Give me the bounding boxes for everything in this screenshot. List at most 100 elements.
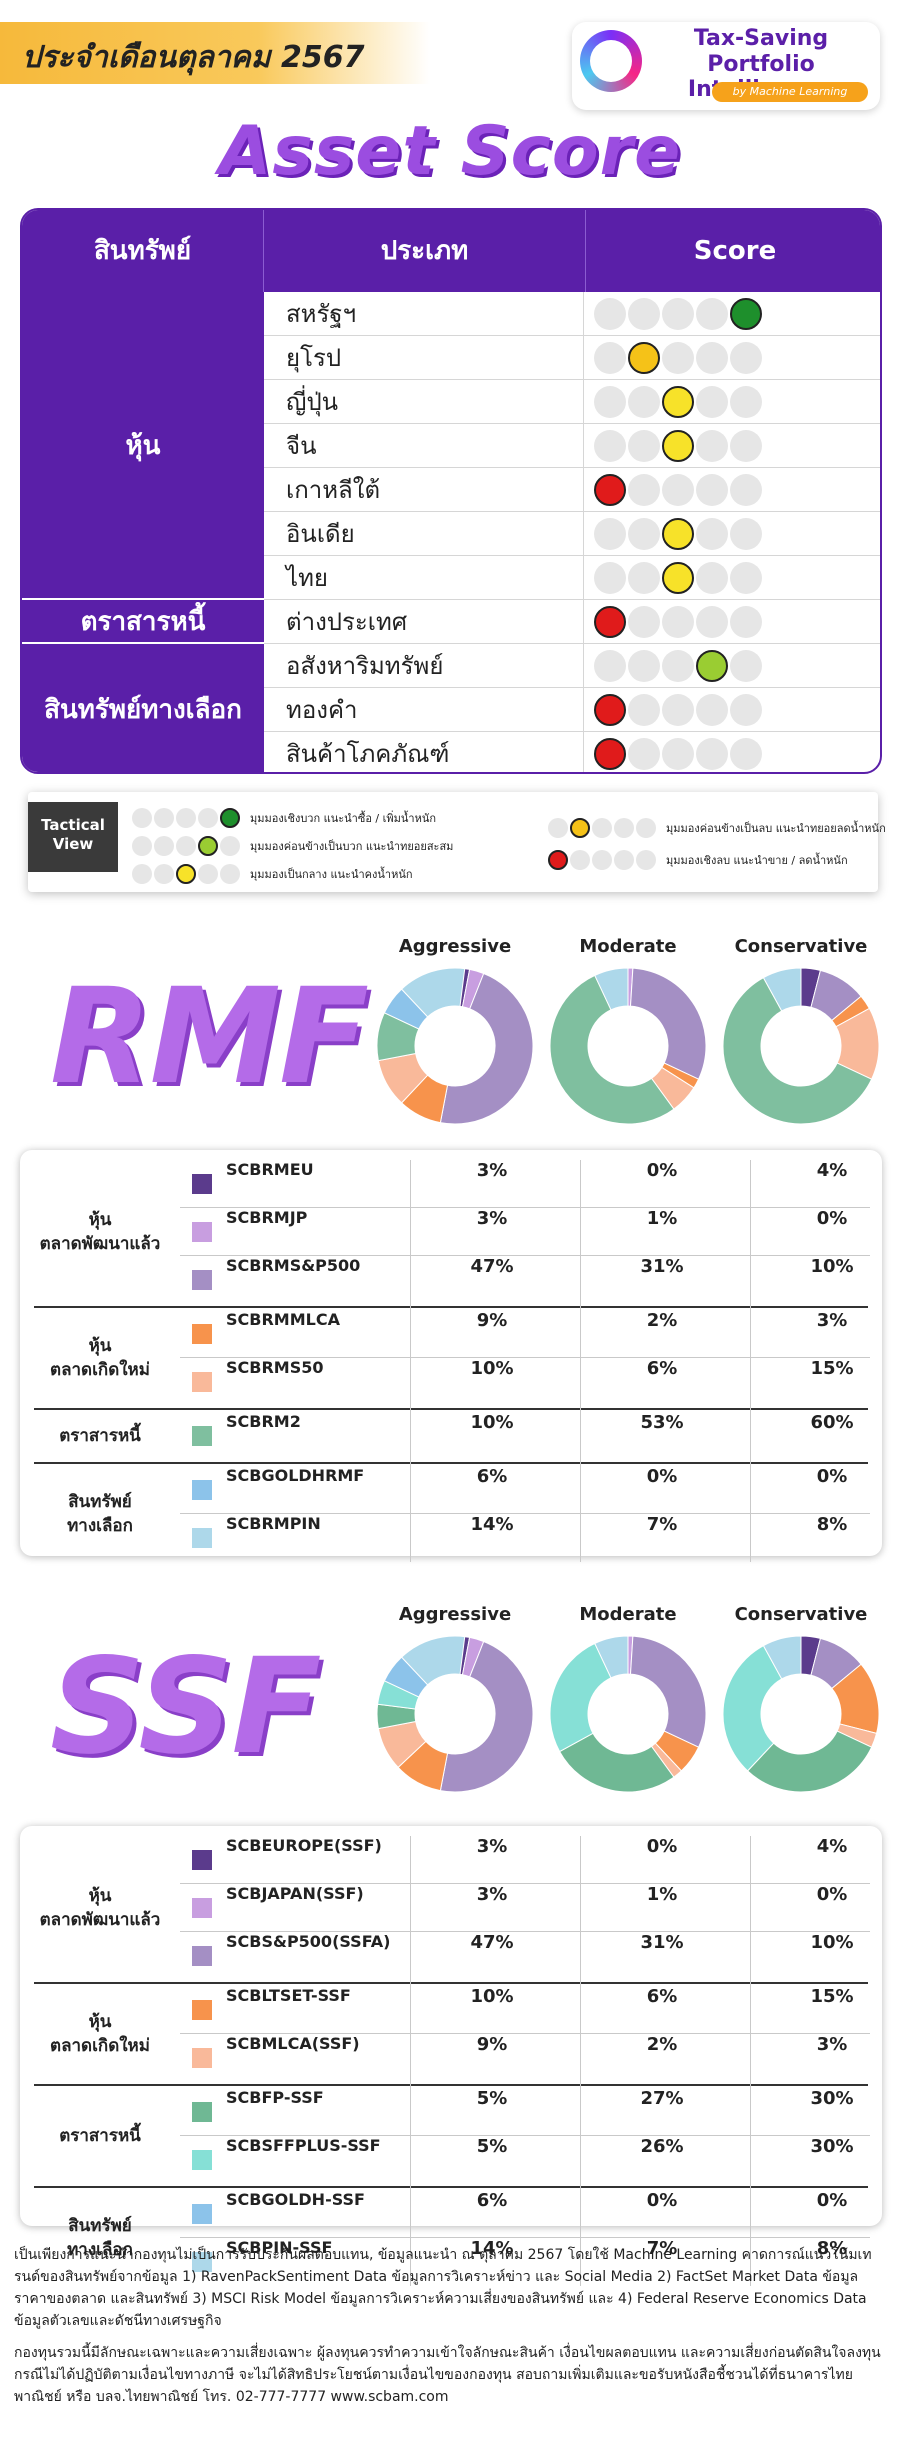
donut-slice-SCBRMPIN (594, 967, 629, 1011)
fund-name: SCBJAPAN(SSF) (226, 1884, 364, 1903)
fund-group-label: สินทรัพย์ ทางเลือก (67, 1492, 133, 1536)
alloc-conservative: 4% (816, 1836, 848, 1857)
column-divider (750, 1836, 751, 2286)
legend-dot (614, 850, 634, 870)
fund-group-label: หุ้น ตลาดเกิดใหม่ (50, 2012, 150, 2056)
legend-dot-active (570, 818, 590, 838)
alloc-aggressive: 9% (476, 2034, 508, 2055)
fund-name: SCBEUROPE(SSF) (226, 1836, 382, 1855)
score-dot (628, 694, 660, 726)
score-dot (628, 518, 660, 550)
score-dot (594, 342, 626, 374)
legend-dot (154, 808, 174, 828)
score-dot (662, 694, 694, 726)
fund-row: SCBRMS&P500 47% 31% 10% (180, 1256, 870, 1304)
score-dot (696, 430, 728, 462)
score-dot (594, 650, 626, 682)
alloc-aggressive: 14% (470, 2238, 514, 2259)
asset-row: สินค้าโภคภัณฑ์ (264, 732, 880, 772)
donut-slice-SCBSFFPLUS-SSF (549, 1642, 612, 1753)
score-dot (628, 650, 660, 682)
fund-color-swatch (192, 2204, 212, 2224)
ssf-donut-conservative (722, 1635, 880, 1793)
column-divider (580, 1160, 581, 1562)
donut-slice-SCBPIN-SSF (400, 1635, 466, 1686)
fund-row: SCBFP-SSF 5% 27% 30% (180, 2088, 870, 2136)
fund-color-swatch (192, 1480, 212, 1500)
legend-dot (198, 808, 218, 828)
asset-row: สหรัฐฯ (264, 292, 880, 336)
score-dots (594, 694, 762, 726)
score-dot (594, 386, 626, 418)
month-banner: ประจำเดือนตุลาคม 2567 (0, 22, 430, 84)
asset-type: อินเดีย (264, 512, 584, 556)
legend-dot (592, 818, 612, 838)
donut-slice-SCBPIN-SSF (762, 1635, 802, 1680)
alloc-conservative: 0% (816, 1208, 848, 1229)
row-divider (180, 2237, 870, 2238)
alloc-moderate: 27% (640, 2088, 684, 2109)
donut-slice-SCBRMS&P500 (629, 967, 707, 1080)
score-dots (594, 430, 762, 462)
score-dot (730, 474, 762, 506)
group-divider (34, 1462, 868, 1464)
score-dot (730, 694, 762, 726)
legend-dot (176, 808, 196, 828)
score-dot (696, 386, 728, 418)
asset-type: ต่างประเทศ (264, 600, 584, 644)
column-divider (580, 1836, 581, 2286)
score-dots (594, 518, 762, 550)
score-dot (628, 298, 660, 330)
legend-dot (220, 864, 240, 884)
score-dot-active (730, 298, 762, 330)
asset-type: สินค้าโภคภัณฑ์ (264, 732, 584, 772)
legend-dot (198, 864, 218, 884)
asset-row: ต่างประเทศ (264, 600, 880, 644)
ssf-donut-aggressive (376, 1635, 534, 1793)
alloc-aggressive: 3% (476, 1160, 508, 1181)
legend-text: มุมมองเชิงบวก แนะนำซื้อ / เพิ่มน้ำหนัก (250, 812, 437, 825)
legend-dot (636, 818, 656, 838)
legend-dot (132, 864, 152, 884)
asset-group-label: ตราสารหนี้ (22, 600, 264, 644)
alloc-aggressive: 3% (476, 1208, 508, 1229)
disclaimer-paragraph-1: เป็นเพียงการแนะนำกองทุนไม่เป็นการรับประก… (14, 2247, 872, 2329)
profile-aggressive: Aggressive (398, 936, 512, 957)
fund-color-swatch (192, 2000, 212, 2020)
legend-item: มุมมองเป็นกลาง แนะนำคงน้ำหนัก (132, 864, 413, 884)
asset-type: ทองคำ (264, 688, 584, 732)
score-dot (662, 738, 694, 770)
score-dot (628, 430, 660, 462)
asset-row: เกาหลีใต้ (264, 468, 880, 512)
fund-row: SCBPIN-SSF 14% 7% 8% (180, 2238, 870, 2286)
donut-slice-SCBRMS&P500 (439, 972, 534, 1125)
asset-row: ญี่ปุ่น (264, 380, 880, 424)
legend-text: มุมมองค่อนข้างเป็นบวก แนะนำทยอยสะสม (250, 840, 454, 853)
score-dot (696, 518, 728, 550)
fund-row: SCBRMEU 3% 0% 4% (180, 1160, 870, 1208)
row-divider (180, 1207, 870, 1208)
ssf-allocation-table: หุ้น ตลาดพัฒนาแล้ว SCBEUROPE(SSF) 3% 0% 4% SCB… (20, 1826, 882, 2286)
fund-name: SCBRMJP (226, 1208, 308, 1227)
legend-dot (636, 850, 656, 870)
alloc-conservative: 3% (816, 2034, 848, 2055)
rmf-label: RMF (50, 960, 369, 1114)
legend-text: มุมมองเป็นกลาง แนะนำคงน้ำหนัก (250, 868, 413, 881)
score-dot (662, 606, 694, 638)
fund-color-swatch (192, 1850, 212, 1870)
donut-slice-SCBRM2 (722, 976, 873, 1125)
alloc-conservative: 10% (810, 1256, 854, 1277)
score-dots (594, 474, 762, 506)
legend-dot (176, 836, 196, 856)
score-dot (594, 430, 626, 462)
asset-row: จีน (264, 424, 880, 468)
score-dot (730, 386, 762, 418)
fund-row: SCBEUROPE(SSF) 3% 0% 4% (180, 1836, 870, 1884)
row-divider (180, 1255, 870, 1256)
alloc-moderate: 6% (646, 1358, 678, 1379)
asset-group-label: สินทรัพย์ทางเลือก (22, 644, 264, 772)
score-dots (594, 562, 762, 594)
disclaimer: เป็นเพียงการแนะนำกองทุนไม่เป็นการรับประก… (14, 2244, 886, 2418)
asset-type: ญี่ปุ่น (264, 380, 584, 424)
alloc-conservative: 0% (816, 1884, 848, 1905)
